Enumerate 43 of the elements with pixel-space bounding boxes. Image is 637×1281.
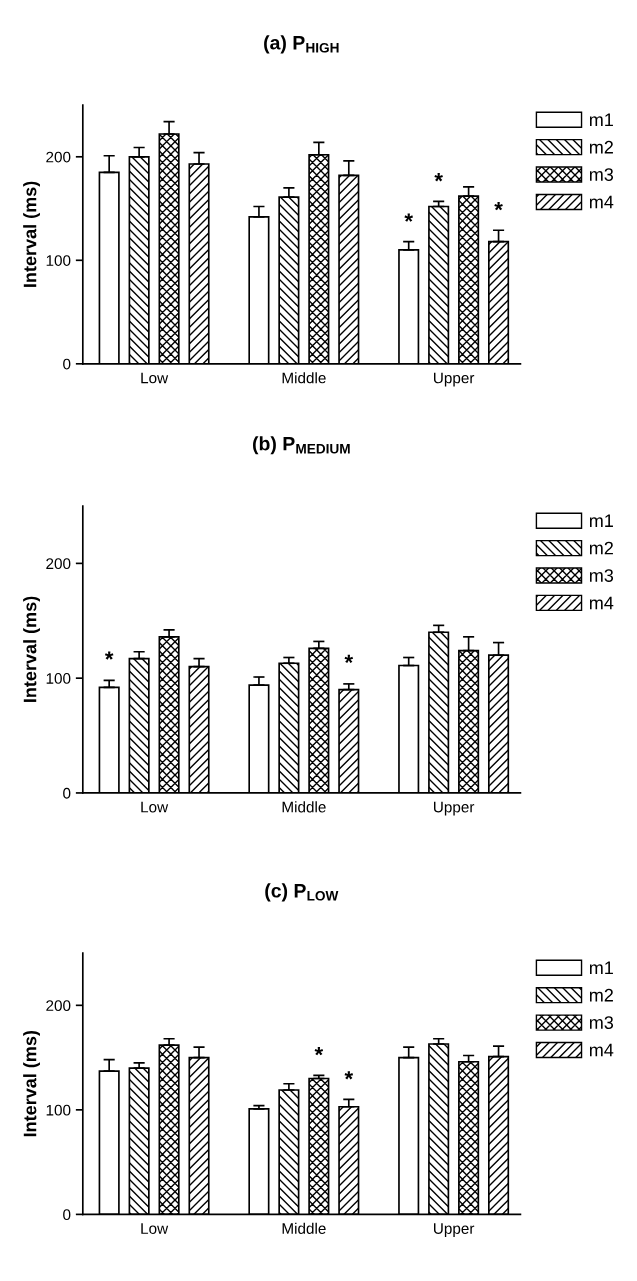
x-tick-label: Low: [141, 801, 169, 813]
chart-title: (c) P$_{LOW}$: [265, 883, 339, 902]
legend-label: m1: [589, 514, 613, 527]
x-tick-label: Upper: [434, 1223, 475, 1237]
y-tick-label: 200: [46, 558, 71, 570]
y-axis-title: Interval (ms): [23, 181, 40, 287]
y-tick-label: 100: [46, 1104, 71, 1116]
data-label: *: [344, 654, 354, 664]
y-tick-label: 100: [46, 673, 71, 684]
y-tick-label: 200: [46, 151, 71, 163]
legend-label: m3: [589, 569, 614, 582]
x-tick-label: Low: [141, 372, 169, 384]
legend-label: m2: [589, 541, 613, 555]
y-axis-title: Interval (ms): [23, 596, 40, 702]
legend-label: m1: [589, 113, 613, 126]
x-tick-label: Upper: [434, 801, 475, 816]
legend-label: m4: [589, 596, 614, 610]
data-label: *: [104, 651, 114, 660]
data-label: *: [344, 1071, 354, 1080]
chart-title: (b) P$_{MEDIUM}$: [253, 436, 350, 455]
x-tick-label: Middle: [282, 801, 326, 813]
y-axis-title: Interval (ms): [23, 1030, 40, 1137]
legend-label: m2: [589, 988, 613, 1002]
data-label: *: [494, 202, 503, 211]
data-label: *: [314, 1047, 324, 1056]
legend-label: m2: [589, 140, 613, 154]
y-tick-label: 200: [46, 1000, 71, 1012]
legend-label: m4: [589, 1043, 614, 1057]
legend-label: m4: [589, 195, 614, 209]
legend-label: m1: [589, 961, 613, 975]
data-label: *: [404, 213, 413, 222]
x-tick-label: Middle: [282, 372, 326, 384]
data-label: *: [434, 173, 443, 182]
chart-title: (a) P$_{HIGH}$: [264, 35, 339, 54]
x-tick-label: Upper: [434, 372, 475, 387]
x-tick-label: Middle: [282, 1222, 326, 1234]
legend-label: m3: [589, 1016, 614, 1029]
y-tick-label: 0: [63, 1209, 71, 1221]
legend-label: m3: [589, 168, 614, 181]
y-tick-label: 0: [63, 358, 71, 370]
y-tick-label: 100: [46, 255, 71, 266]
x-tick-label: Low: [141, 1223, 169, 1234]
y-tick-label: 0: [63, 787, 71, 799]
